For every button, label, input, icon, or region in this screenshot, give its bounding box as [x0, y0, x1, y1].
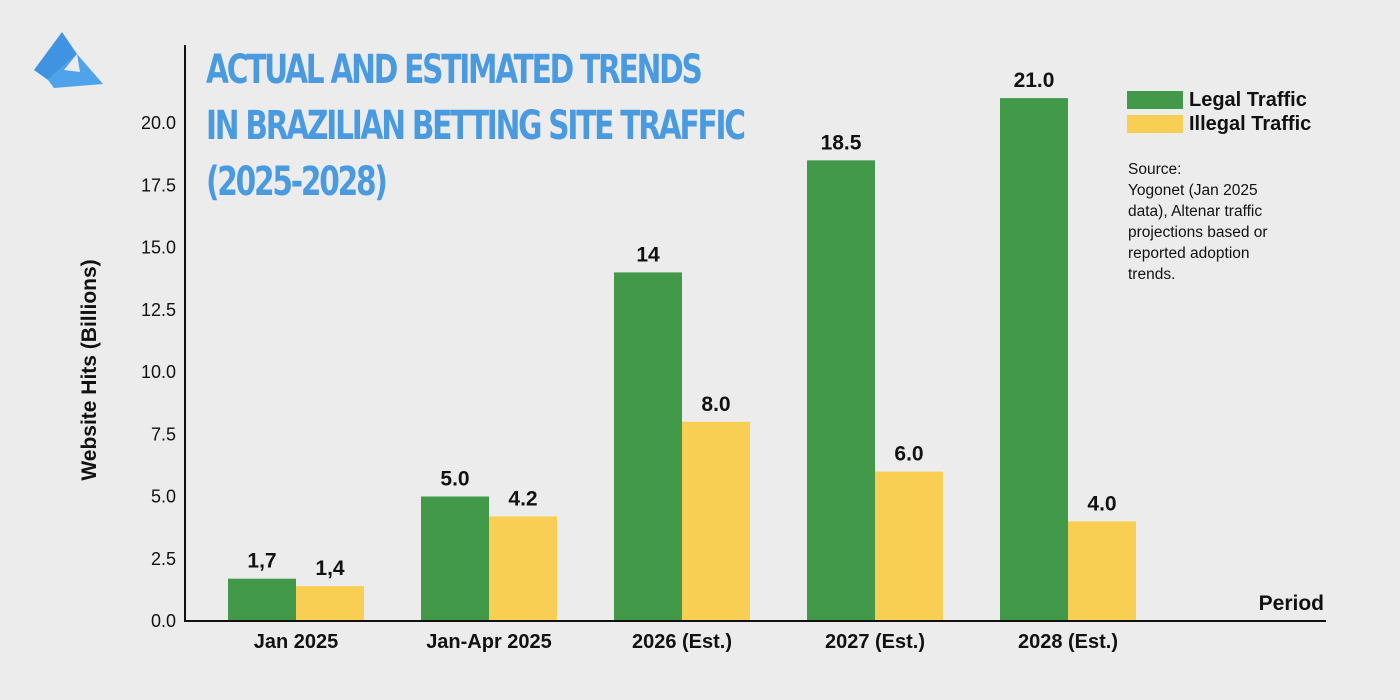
y-tick-label: 20.0	[141, 113, 176, 133]
legend: Legal Traffic Illegal Traffic	[1127, 88, 1311, 136]
source-note: Source: Yogonet (Jan 2025 data), Altenar…	[1128, 159, 1318, 285]
bar-value-label: 5.0	[440, 468, 469, 491]
triangle-logo-icon	[34, 32, 103, 88]
x-tick-label: 2026 (Est.)	[632, 631, 732, 653]
legend-swatch-illegal	[1127, 115, 1183, 133]
bar-value-label: 1,7	[247, 550, 276, 573]
y-tick-label: 5.0	[151, 487, 176, 507]
bar-value-label: 8.0	[701, 393, 730, 416]
brand-logo	[34, 32, 103, 88]
bar-value-label: 4.0	[1087, 492, 1116, 515]
bar-value-label: 21.0	[1014, 69, 1055, 92]
bar-illegal	[875, 471, 943, 621]
chart-title: ACTUAL AND ESTIMATED TRENDS IN BRAZILIAN…	[206, 42, 746, 210]
source-line: trends.	[1128, 266, 1176, 283]
x-tick-label: 2028 (Est.)	[1018, 631, 1118, 653]
legend-label-legal: Legal Traffic	[1189, 88, 1307, 111]
bar-illegal	[489, 516, 557, 621]
bar-value-label: 1,4	[315, 557, 345, 580]
y-tick-label: 17.5	[141, 175, 176, 195]
bar-value-label: 4.2	[508, 487, 537, 510]
source-line: Source:	[1128, 161, 1182, 178]
bar-legal	[228, 578, 296, 621]
x-tick-label: Jan-Apr 2025	[426, 631, 552, 653]
bar-illegal	[1068, 521, 1136, 621]
bar-legal	[421, 496, 489, 621]
legend-label-illegal: Illegal Traffic	[1189, 112, 1312, 135]
bar-value-label: 18.5	[821, 131, 862, 154]
x-tick-label: Jan 2025	[254, 631, 339, 653]
source-line: Yogonet (Jan 2025	[1128, 182, 1258, 199]
source-line: projections based or	[1128, 224, 1268, 241]
bar-legal	[807, 160, 875, 621]
source-line: reported adoption	[1128, 245, 1250, 262]
y-tick-label: 12.5	[141, 300, 176, 320]
x-axis-label: Period	[1258, 592, 1324, 615]
bar-legal	[1000, 98, 1068, 622]
chart-title-line: ACTUAL AND ESTIMATED TRENDS	[206, 47, 703, 93]
bar-illegal	[682, 421, 750, 621]
y-axis-label: Website Hits (Billions)	[78, 259, 101, 481]
x-tick-label: 2027 (Est.)	[825, 631, 925, 653]
legend-swatch-legal	[1127, 91, 1183, 109]
y-tick-label: 0.0	[151, 611, 176, 631]
legend-item-illegal: Illegal Traffic	[1127, 112, 1311, 136]
bar-value-label: 14	[636, 243, 660, 266]
source-line: data), Altenar traffic	[1128, 203, 1263, 220]
y-tick-label: 10.0	[141, 362, 176, 382]
bar-illegal	[296, 586, 364, 621]
chart-title-line: IN BRAZILIAN BETTING SITE TRAFFIC	[206, 103, 746, 149]
y-tick-label: 2.5	[151, 549, 176, 569]
bar-legal	[614, 272, 682, 621]
legend-item-legal: Legal Traffic	[1127, 88, 1311, 112]
chart-title-line: (2025-2028)	[206, 159, 388, 205]
y-tick-label: 7.5	[151, 424, 176, 444]
bar-value-label: 6.0	[894, 443, 923, 466]
y-tick-label: 15.0	[141, 238, 176, 258]
